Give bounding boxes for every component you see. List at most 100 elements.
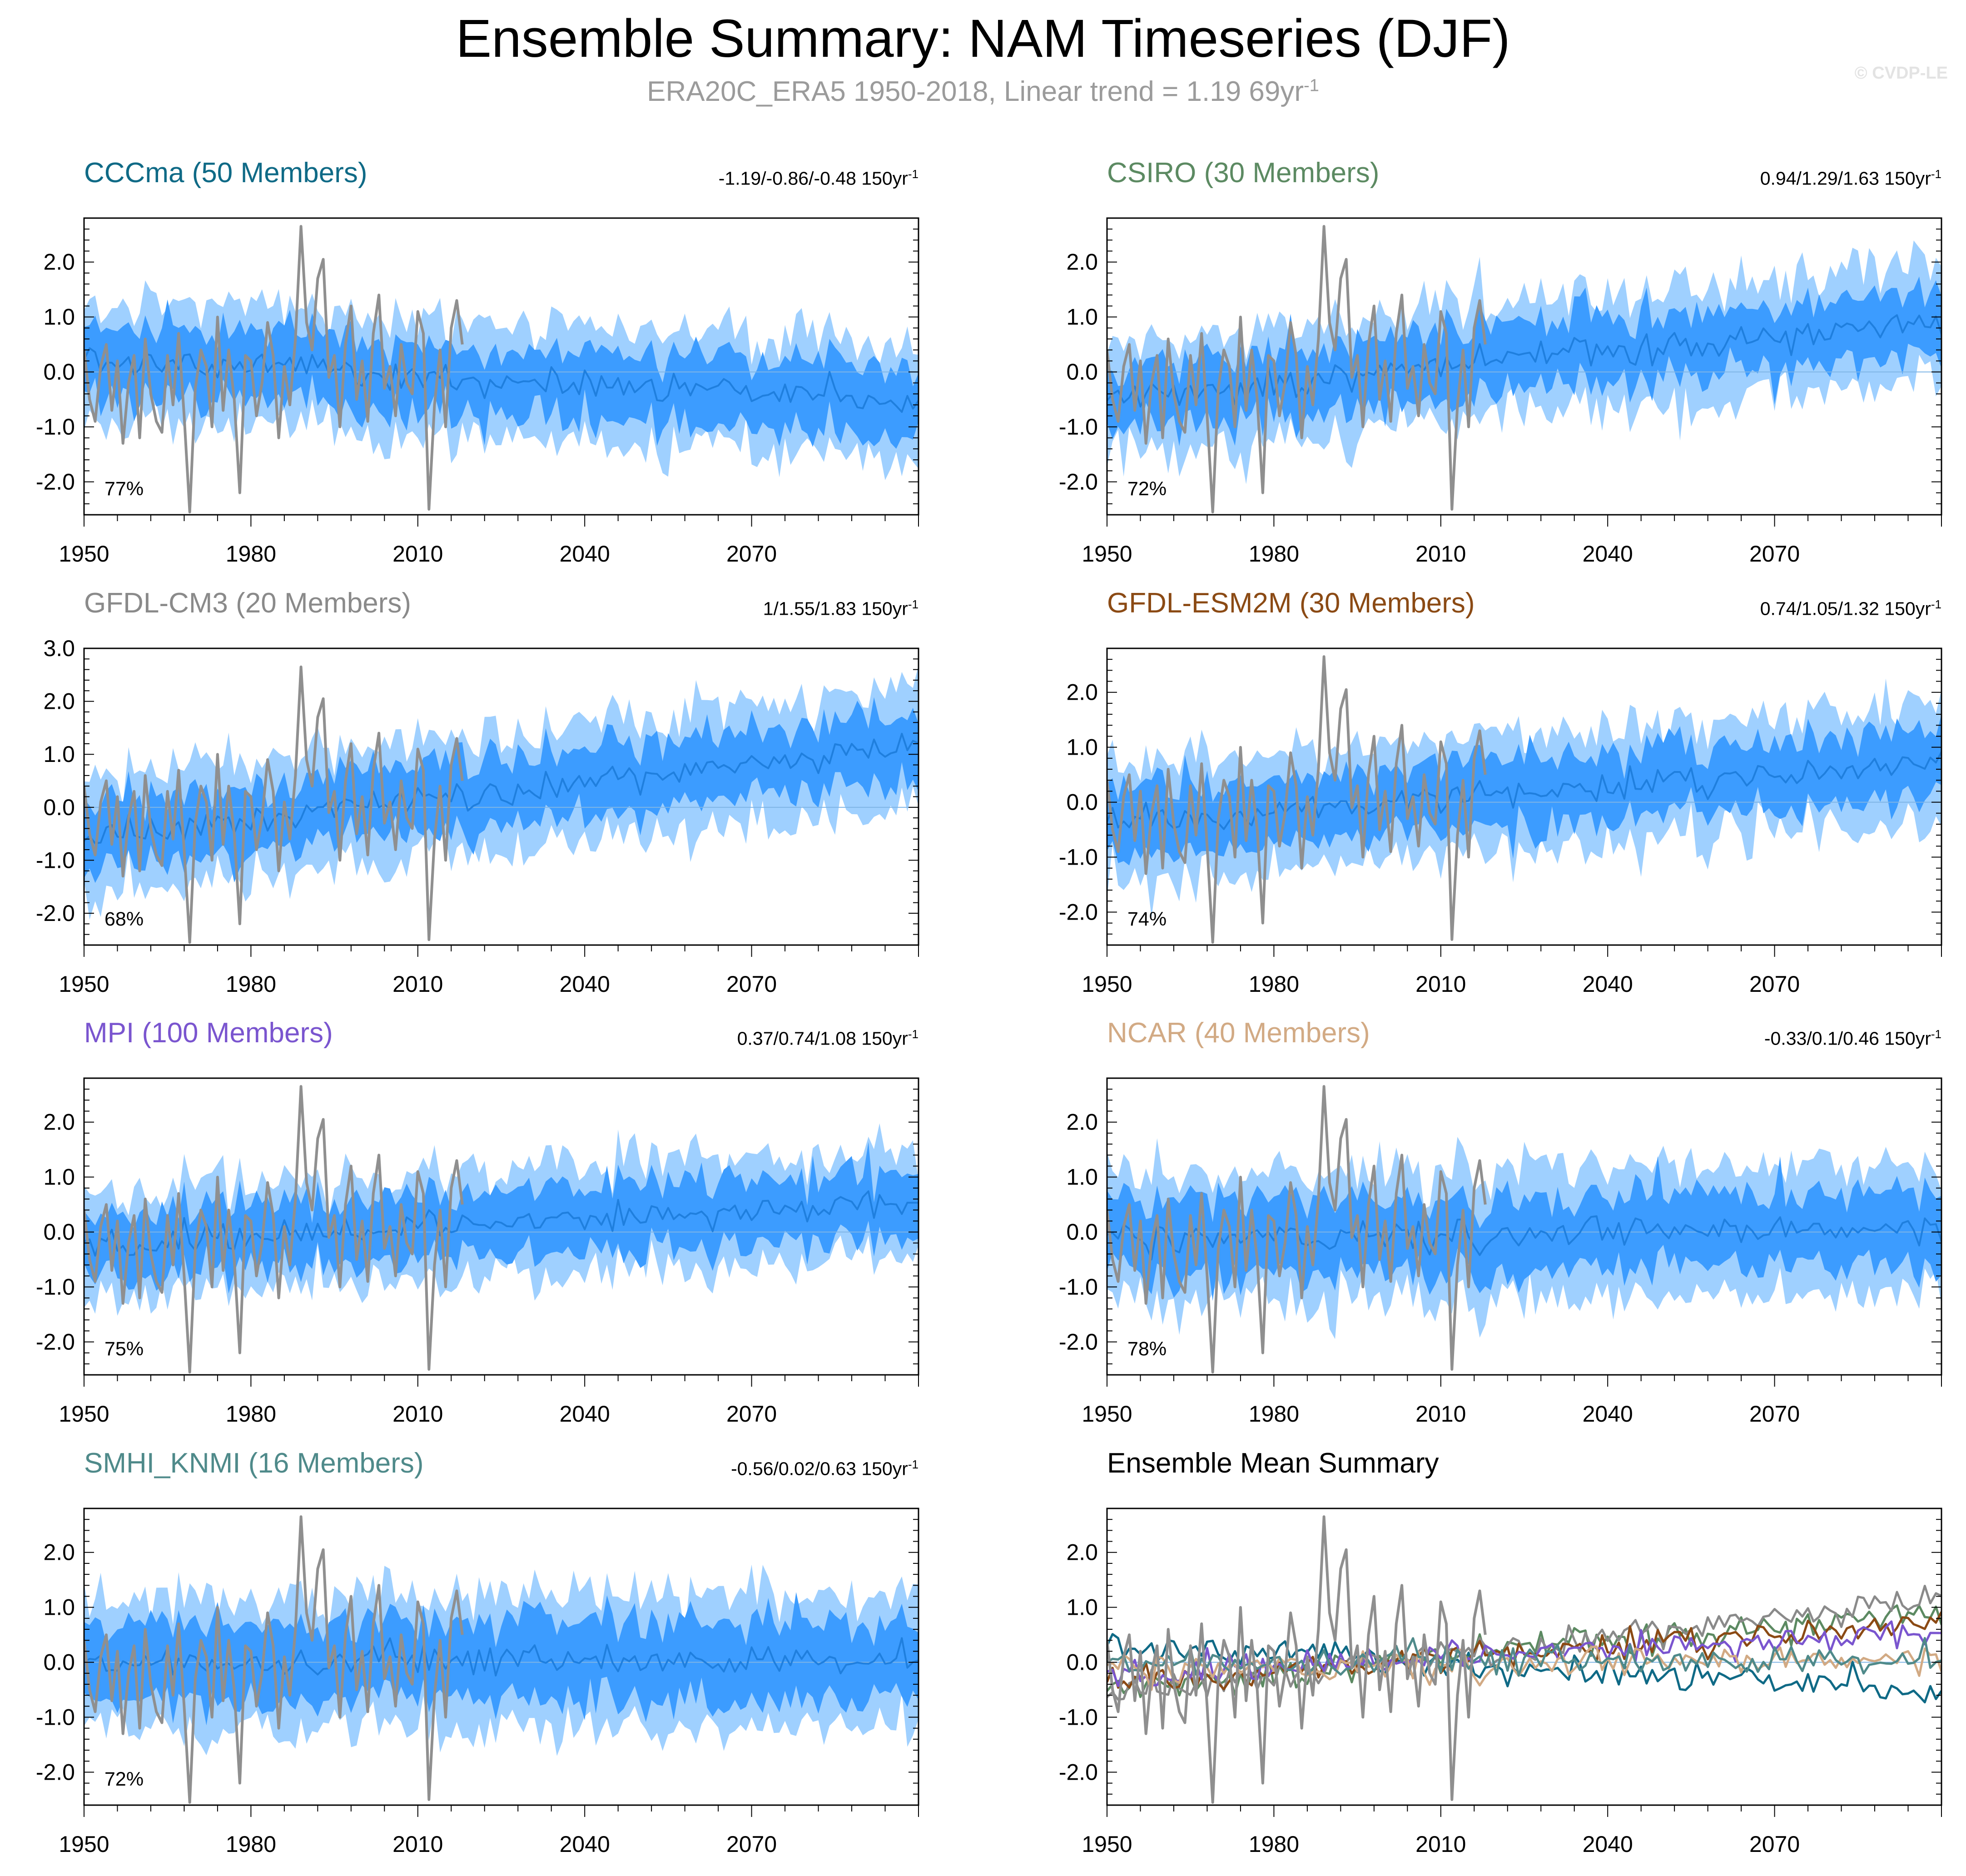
panel-percent-gfdl-esm2m: 74%: [1127, 908, 1167, 930]
y-tick-label: 0.0: [1066, 359, 1098, 385]
x-tick-label: 1980: [1249, 541, 1299, 567]
series-line-mpi: [1107, 1620, 1941, 1687]
x-tick-label: 1950: [59, 1401, 109, 1427]
page-subtitle: ERA20C_ERA5 1950-2018, Linear trend = 1.…: [0, 75, 1966, 109]
y-tick-label: -1.0: [1059, 845, 1098, 870]
y-tick-label: 0.0: [43, 1219, 75, 1245]
y-tick-label: 0.0: [43, 1650, 75, 1675]
y-tick-label: 1.0: [43, 1164, 75, 1190]
trend-exponent: -1: [908, 167, 918, 181]
plot-frame: [1106, 217, 1942, 516]
observed-series-line: [1107, 655, 1487, 944]
y-tick-label: -1.0: [36, 1274, 75, 1300]
panel-cccma: 2.0 1.0 0.0 -1.0 -2.0 1950 1980 2010 2040 2070: [36, 217, 919, 567]
x-tick-label: 2070: [726, 1831, 777, 1857]
trend-value: 0.94/1.29/1.63 150yr: [1760, 168, 1931, 189]
trend-value: 1/1.55/1.83 150yr: [763, 598, 908, 619]
series-line-ensemble-mean: [84, 1637, 918, 1677]
panel-title-ensemble-mean-summary: Ensemble Mean Summary: [1107, 1448, 1439, 1479]
panel-trend-cccma: -1.19/-0.86/-0.48 150yr-1: [719, 168, 918, 188]
series-line-ncar: [1107, 1645, 1941, 1691]
series-line-smhi-knmi: [1107, 1637, 1941, 1677]
x-tick-label: 1950: [1082, 1401, 1132, 1427]
x-tick-label: 1950: [1082, 971, 1132, 997]
panel-title-smhi-knmi: SMHI_KNMI (16 Members): [84, 1448, 424, 1479]
panel-trend-mpi: 0.37/0.74/1.08 150yr-1: [737, 1028, 918, 1048]
trend-exponent: -1: [908, 1458, 918, 1471]
panel-title-cccma: CCCma (50 Members): [84, 157, 367, 189]
panel-ncar: 2.0 1.0 0.0 -1.0 -2.0 1950 1980 2010 2040 2070: [1059, 1077, 1942, 1427]
y-tick-label: 2.0: [1066, 1540, 1098, 1565]
panel-ensemble-mean-summary: 2.0 1.0 0.0 -1.0 -2.0 1950 1980 2010 2040 2070: [1059, 1508, 1942, 1857]
y-tick-label: 2.0: [43, 249, 75, 275]
trend-value: -1.19/-0.86/-0.48 150yr: [718, 168, 908, 189]
y-tick-label: 0.0: [43, 359, 75, 385]
watermark: © CVDP-LE: [1854, 64, 1948, 83]
panel-percent-smhi-knmi: 72%: [104, 1768, 144, 1790]
y-tick-label: 2.0: [43, 1540, 75, 1565]
plot-area: [1107, 1515, 1941, 1804]
y-tick-label: 0.0: [43, 795, 75, 820]
y-tick-label: 1.0: [1066, 1595, 1098, 1620]
inner-spread-band: [1107, 714, 1941, 866]
series-line-ensemble-mean: [84, 732, 918, 845]
y-tick-label: -1.0: [36, 847, 75, 873]
y-tick-label: 0.0: [1066, 1650, 1098, 1675]
observed-series-line: [1107, 1515, 1487, 1804]
y-tick-label: 1.0: [43, 304, 75, 330]
x-tick-label: 2010: [392, 1401, 443, 1427]
y-tick-label: -2.0: [1059, 899, 1098, 925]
x-tick-label: 2070: [1749, 1401, 1800, 1427]
inner-spread-band: [84, 299, 918, 449]
x-tick-label: 2040: [1583, 1831, 1633, 1857]
subtitle-exponent: -1: [1304, 76, 1319, 95]
panel-title-gfdl-esm2m: GFDL-ESM2M (30 Members): [1107, 587, 1475, 619]
x-tick-label: 2010: [392, 971, 443, 997]
observed-series-line: [84, 1085, 464, 1373]
trend-exponent: -1: [1931, 597, 1941, 611]
panel-smhi-knmi: 2.0 1.0 0.0 -1.0 -2.0 1950 1980 2010 2040 2070: [36, 1508, 919, 1857]
panel-percent-cccma: 77%: [104, 478, 144, 500]
page-title: Ensemble Summary: NAM Timeseries (DJF): [456, 9, 1510, 69]
inner-spread-band: [1107, 276, 1941, 446]
panel-percent-mpi: 75%: [104, 1338, 144, 1360]
trend-value: -0.56/0.02/0.63 150yr: [731, 1458, 908, 1479]
panel-title-gfdl-cm3: GFDL-CM3 (20 Members): [84, 587, 411, 619]
series-line-ensemble-mean: [1107, 1215, 1941, 1260]
x-tick-label: 2040: [1583, 971, 1633, 997]
plot-area: [84, 1085, 918, 1373]
panel-trend-ncar: -0.33/0.1/0.46 150yr-1: [1764, 1028, 1941, 1048]
y-tick-label: -2.0: [1059, 469, 1098, 494]
panel-percent-csiro: 72%: [1127, 478, 1167, 500]
x-tick-label: 2040: [1583, 1401, 1633, 1427]
plot-area: [1107, 1085, 1941, 1373]
trend-value: 0.37/0.74/1.08 150yr: [737, 1028, 908, 1049]
x-tick-label: 1980: [226, 971, 276, 997]
x-tick-label: 2010: [1415, 541, 1466, 567]
x-tick-label: 2010: [392, 541, 443, 567]
plot-area: [84, 1515, 918, 1804]
x-tick-label: 1950: [59, 541, 109, 567]
x-tick-label: 1980: [226, 1401, 276, 1427]
series-line-ensemble-mean: [84, 347, 918, 413]
y-tick-label: -2.0: [1059, 1759, 1098, 1785]
panel-mpi: 2.0 1.0 0.0 -1.0 -2.0 1950 1980 2010 2040 2070: [36, 1077, 919, 1427]
plot-frame: [83, 1077, 919, 1376]
panel-trend-gfdl-esm2m: 0.74/1.05/1.32 150yr-1: [1760, 598, 1941, 618]
x-tick-label: 1950: [1082, 1831, 1132, 1857]
panel-title-ncar: NCAR (40 Members): [1107, 1017, 1370, 1049]
plot-frame: [1106, 1508, 1942, 1806]
panel-trend-smhi-knmi: -0.56/0.02/0.63 150yr-1: [731, 1458, 918, 1478]
x-tick-label: 2070: [726, 1401, 777, 1427]
y-tick-label: 2.0: [1066, 680, 1098, 705]
y-tick-label: 2.0: [1066, 249, 1098, 275]
panel-percent-gfdl-cm3: 68%: [104, 908, 144, 930]
panel-gfdl-cm3: 3.0 2.0 1.0 0.0 -1.0 -2.0 1950 1980 2010 2040 2070: [36, 636, 919, 997]
panel-trend-gfdl-cm3: 1/1.55/1.83 150yr-1: [763, 598, 918, 618]
observed-series-line: [84, 665, 464, 944]
inner-spread-band: [84, 1142, 918, 1294]
x-tick-label: 2040: [560, 541, 610, 567]
y-tick-label: -1.0: [36, 414, 75, 440]
y-tick-label: -2.0: [1059, 1329, 1098, 1354]
y-tick-label: -2.0: [36, 1329, 75, 1354]
